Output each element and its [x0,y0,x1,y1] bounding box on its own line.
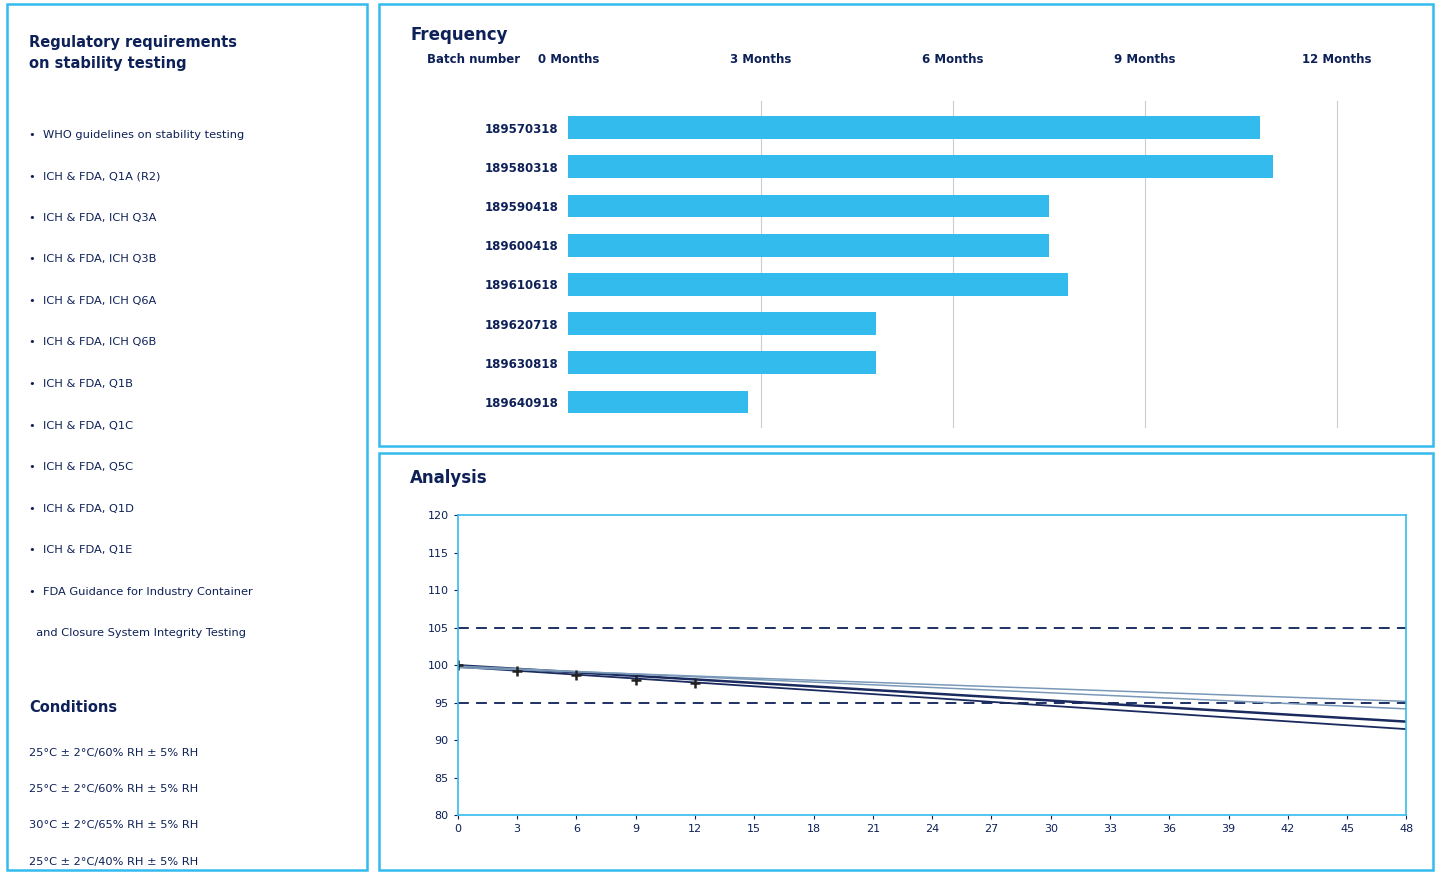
Text: Batch number: Batch number [428,53,520,66]
Text: 12 Months: 12 Months [1302,53,1372,66]
Text: •  ICH & FDA, Q1C: • ICH & FDA, Q1C [29,420,132,431]
Text: 3 Months: 3 Months [730,53,792,66]
Text: •  ICH & FDA, ICH Q3A: • ICH & FDA, ICH Q3A [29,213,156,223]
Bar [569,391,747,413]
Text: Frequency: Frequency [410,26,508,45]
FancyBboxPatch shape [379,453,1433,870]
FancyBboxPatch shape [7,4,367,870]
Text: Regulatory requirements
on stability testing: Regulatory requirements on stability tes… [29,35,236,71]
Text: 9 Months: 9 Months [1115,53,1175,66]
Bar [569,156,1273,178]
Text: and Closure System Integrity Testing: and Closure System Integrity Testing [29,628,246,638]
Text: •  WHO guidelines on stability testing: • WHO guidelines on stability testing [29,130,243,140]
Text: Conditions: Conditions [29,700,117,715]
Text: 0 Months: 0 Months [537,53,599,66]
Bar [569,234,1048,257]
Bar [569,273,1068,295]
Bar [569,312,876,335]
Text: 25°C ± 2°C/60% RH ± 5% RH: 25°C ± 2°C/60% RH ± 5% RH [29,747,199,758]
Text: Analysis: Analysis [410,469,488,488]
Bar [569,195,1048,218]
Text: •  ICH & FDA, Q1B: • ICH & FDA, Q1B [29,379,132,389]
Text: •  ICH & FDA, Q1E: • ICH & FDA, Q1E [29,545,132,555]
Text: •  FDA Guidance for Industry Container: • FDA Guidance for Industry Container [29,586,252,597]
Text: 30°C ± 2°C/65% RH ± 5% RH: 30°C ± 2°C/65% RH ± 5% RH [29,821,199,830]
Text: •  ICH & FDA, Q1D: • ICH & FDA, Q1D [29,503,134,514]
Text: •  ICH & FDA, Q5C: • ICH & FDA, Q5C [29,462,132,472]
Text: 25°C ± 2°C/40% RH ± 5% RH: 25°C ± 2°C/40% RH ± 5% RH [29,857,199,867]
FancyBboxPatch shape [379,4,1433,446]
Text: 6 Months: 6 Months [922,53,984,66]
Text: •  ICH & FDA, ICH Q3B: • ICH & FDA, ICH Q3B [29,254,156,265]
Text: 25°C ± 2°C/60% RH ± 5% RH: 25°C ± 2°C/60% RH ± 5% RH [29,784,199,794]
Bar [569,116,1260,139]
Text: •  ICH & FDA, ICH Q6B: • ICH & FDA, ICH Q6B [29,337,156,348]
Text: •  ICH & FDA, ICH Q6A: • ICH & FDA, ICH Q6A [29,296,156,306]
Bar [569,351,876,374]
Text: •  ICH & FDA, Q1A (R2): • ICH & FDA, Q1A (R2) [29,171,160,182]
